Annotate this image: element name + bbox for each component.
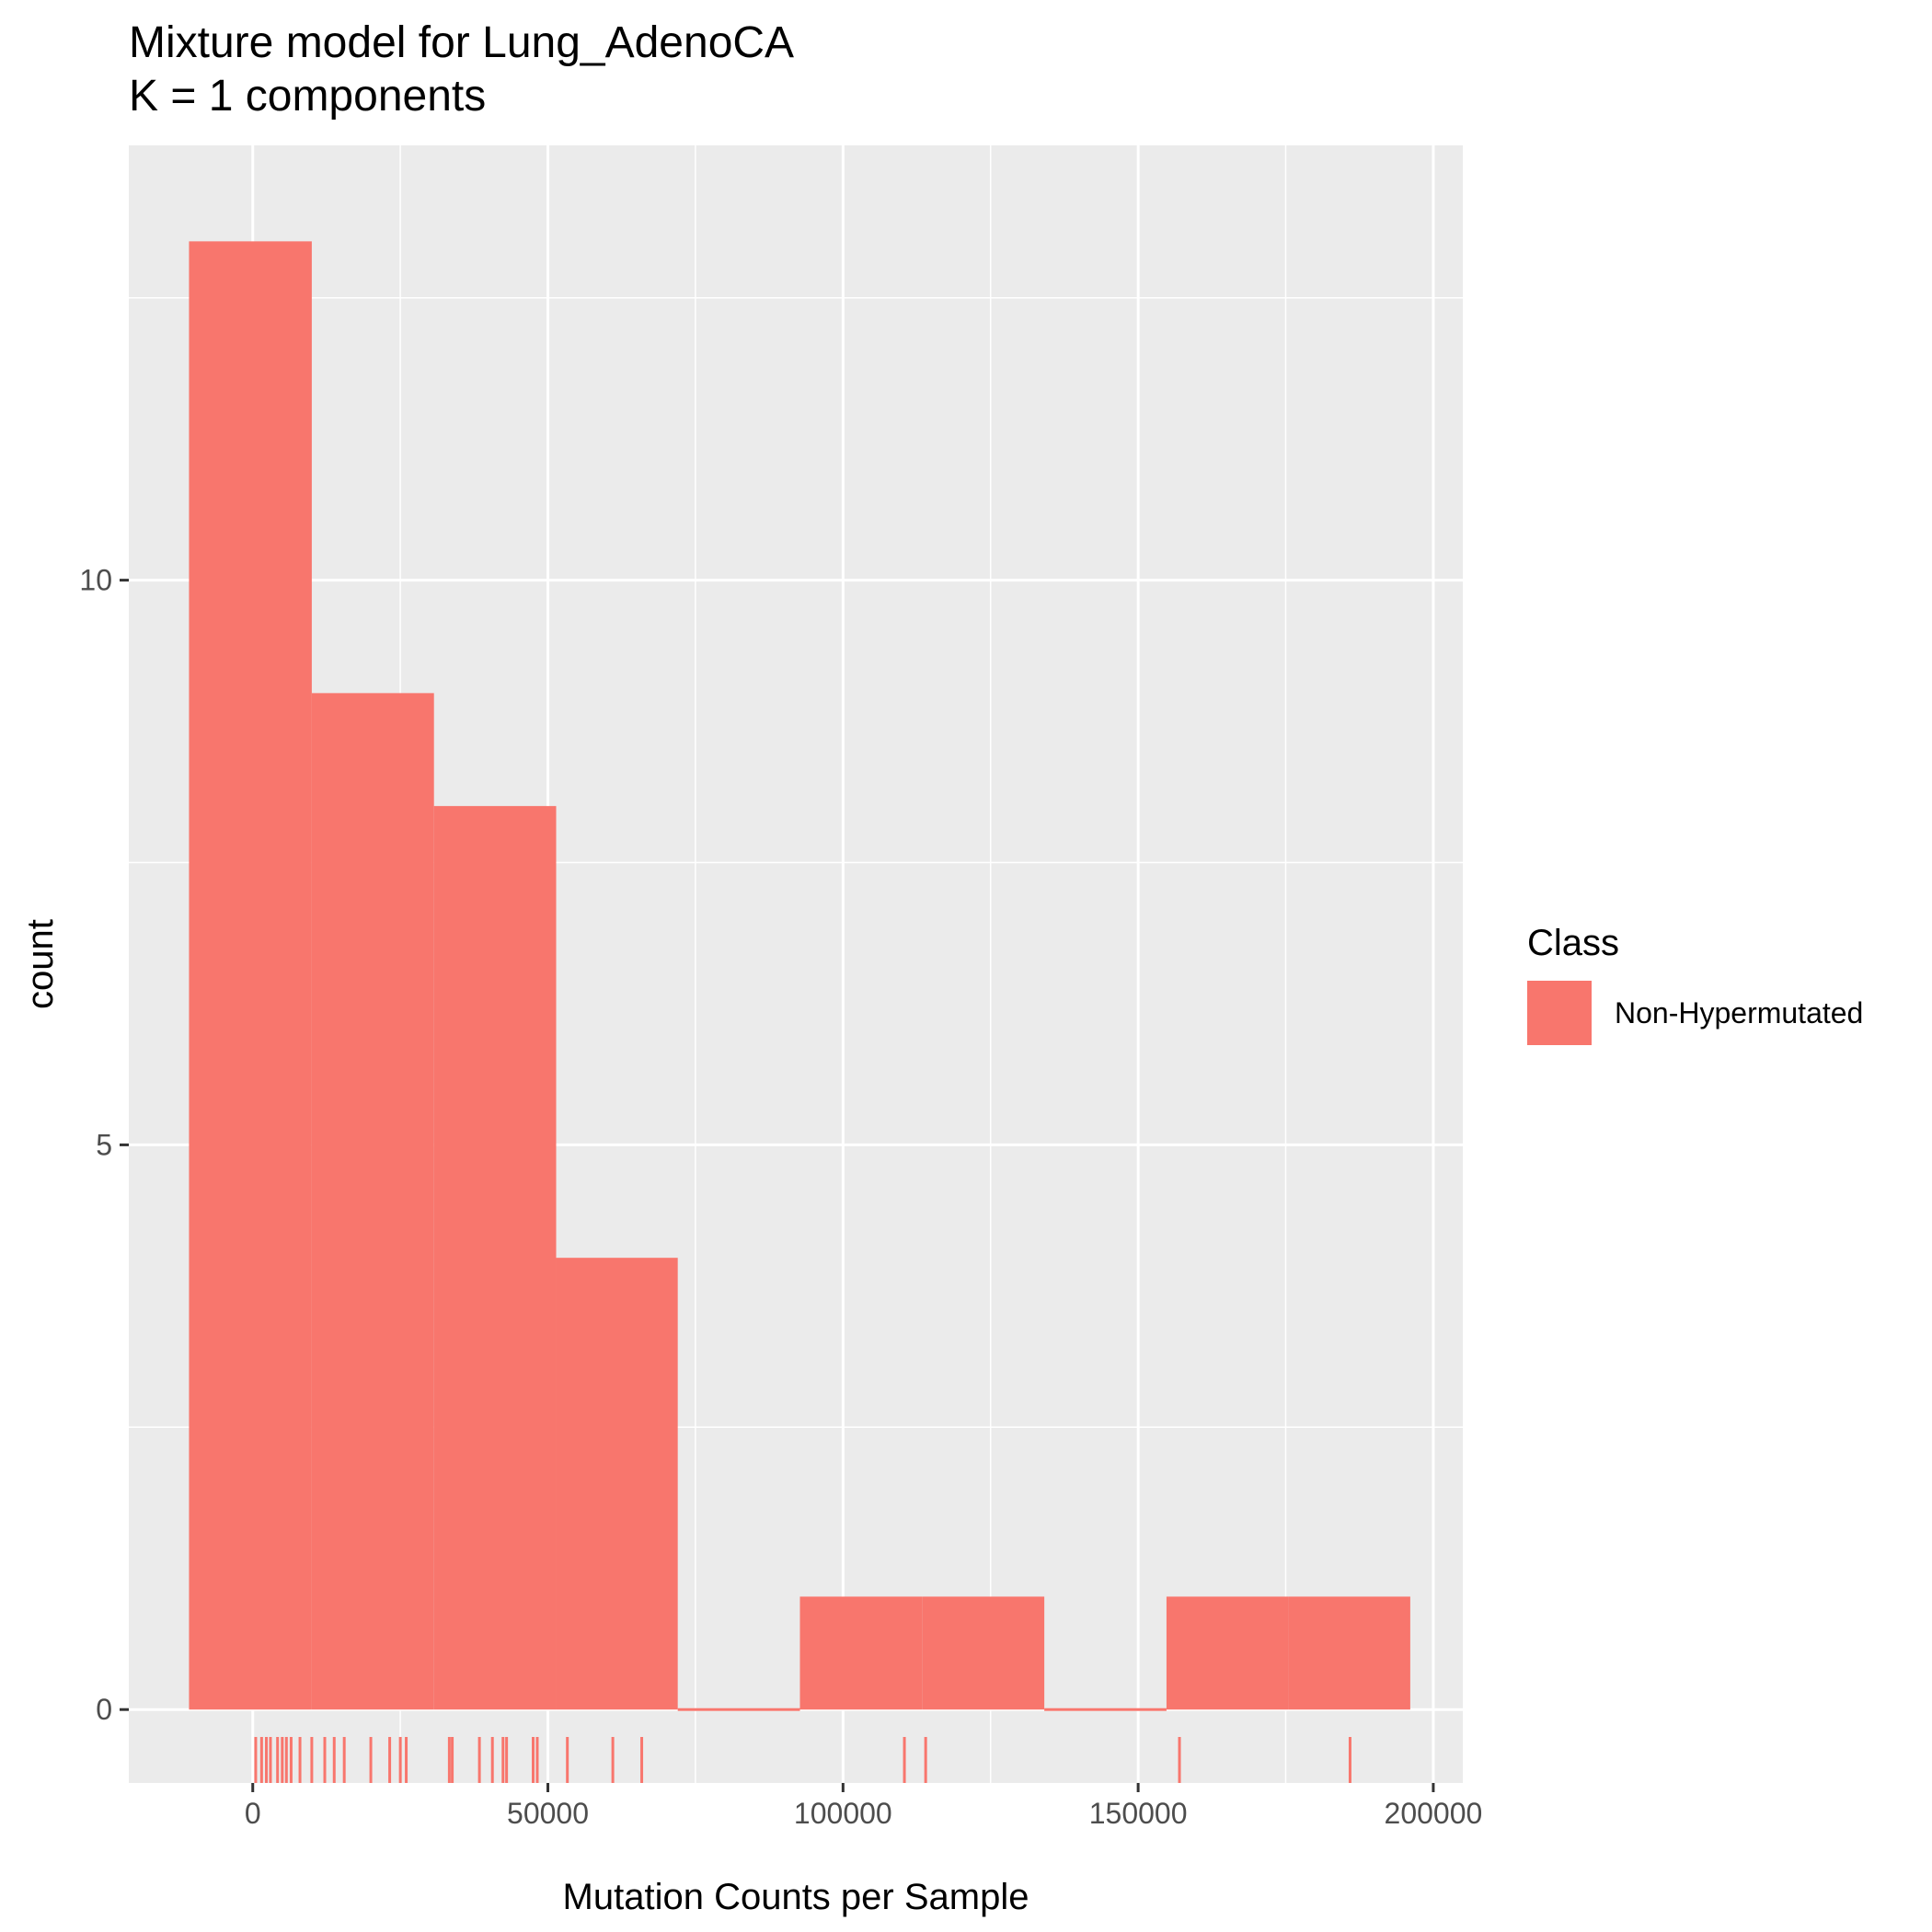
x-tick-label: 0 — [245, 1797, 261, 1830]
x-tick-label: 150000 — [1089, 1797, 1188, 1830]
x-axis: 0 50000 100000 150000 200000 — [245, 1783, 1482, 1830]
chart-subtitle: K = 1 components — [129, 72, 486, 121]
histogram-bar — [189, 241, 312, 1710]
x-tick-label: 100000 — [794, 1797, 892, 1830]
x-axis-title: Mutation Counts per Sample — [563, 1877, 1029, 1917]
histogram-bar — [556, 1258, 678, 1710]
y-axis-title: count — [20, 919, 61, 1009]
histogram-bar — [1166, 1596, 1289, 1710]
y-tick-label: 0 — [96, 1693, 112, 1726]
legend-label-non-hypermutated: Non-Hypermutated — [1615, 996, 1863, 1029]
histogram-bars — [189, 241, 1410, 1711]
legend-title: Class — [1527, 923, 1619, 963]
y-tick-label: 10 — [79, 564, 112, 597]
histogram-bar — [799, 1596, 923, 1710]
x-tick-label: 200000 — [1385, 1797, 1483, 1830]
y-tick-label: 5 — [96, 1128, 112, 1161]
histogram-bar — [1288, 1596, 1410, 1710]
y-axis: 0 5 10 — [79, 564, 129, 1726]
histogram-bar — [433, 806, 557, 1710]
histogram-bar — [922, 1596, 1045, 1710]
rug-marks — [254, 1737, 1351, 1783]
x-tick-label: 50000 — [507, 1797, 589, 1830]
chart-title: Mixture model for Lung_AdenoCA — [129, 18, 794, 67]
legend: Class Non-Hypermutated — [1527, 923, 1863, 1045]
histogram-bar — [1044, 1708, 1167, 1711]
histogram-bar — [677, 1708, 800, 1711]
legend-swatch-non-hypermutated — [1527, 981, 1592, 1045]
histogram-bar — [311, 693, 434, 1710]
